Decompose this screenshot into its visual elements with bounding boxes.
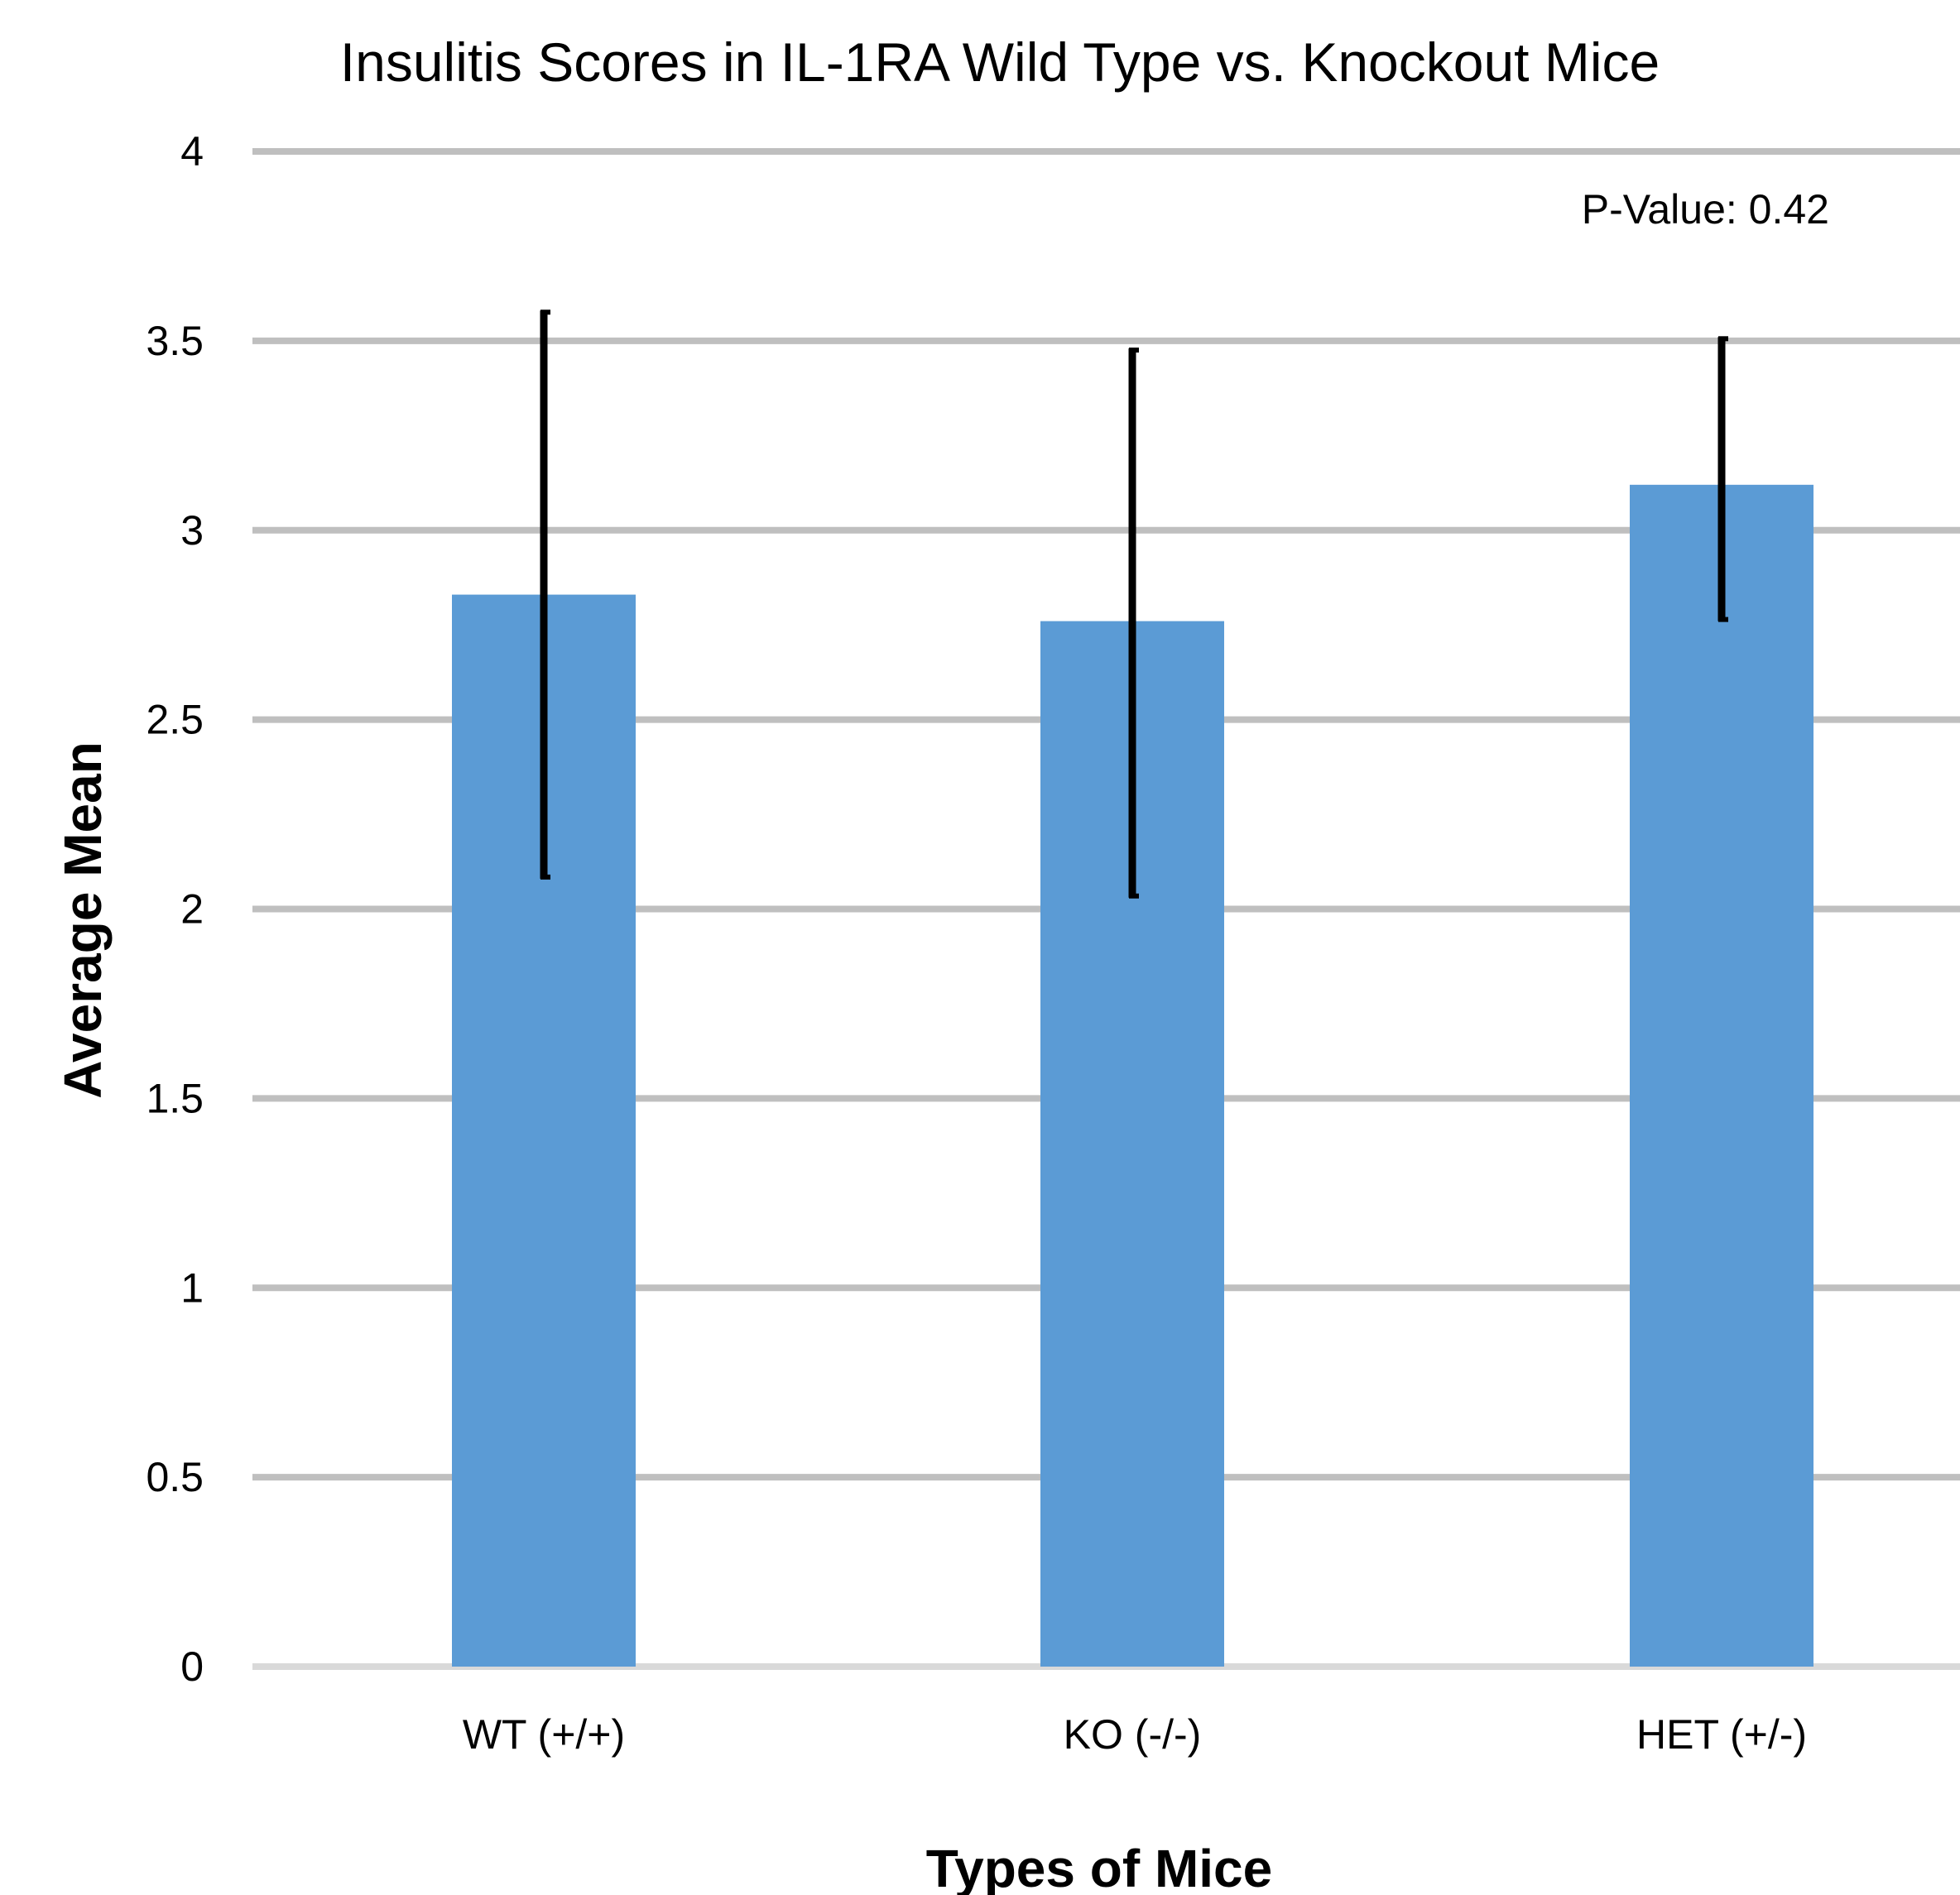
y-axis-title: Average Mean xyxy=(53,741,113,1099)
p-value-annotation: P-Value: 0.42 xyxy=(1582,186,1829,233)
y-tick-label: 2 xyxy=(180,886,204,933)
y-tick-label: 4 xyxy=(180,128,204,175)
error-bars xyxy=(540,309,1728,899)
x-tick-label: HET (+/-) xyxy=(1636,1711,1807,1758)
y-tick-label: 1.5 xyxy=(146,1075,204,1121)
y-tick-label: 2.5 xyxy=(146,697,204,743)
y-tick-label: 0 xyxy=(180,1643,204,1690)
bar xyxy=(1630,484,1813,1667)
y-tick-label: 3.5 xyxy=(146,318,204,364)
x-tick-label: KO (-/-) xyxy=(1064,1711,1202,1758)
y-axis-ticks: 0 0.5 1 1.5 2 2.5 3 3.5 4 xyxy=(146,128,204,1690)
y-tick-label: 0.5 xyxy=(146,1454,204,1500)
y-tick-label: 1 xyxy=(180,1264,204,1311)
x-axis-ticks: WT (+/+) KO (-/-) HET (+/-) xyxy=(463,1711,1807,1758)
chart-title: Insulitis Scores in IL-1RA Wild Type vs.… xyxy=(340,31,1660,93)
y-tick-label: 3 xyxy=(180,507,204,554)
x-tick-label: WT (+/+) xyxy=(463,1711,625,1758)
x-axis-title: Types of Mice xyxy=(926,1839,1272,1895)
